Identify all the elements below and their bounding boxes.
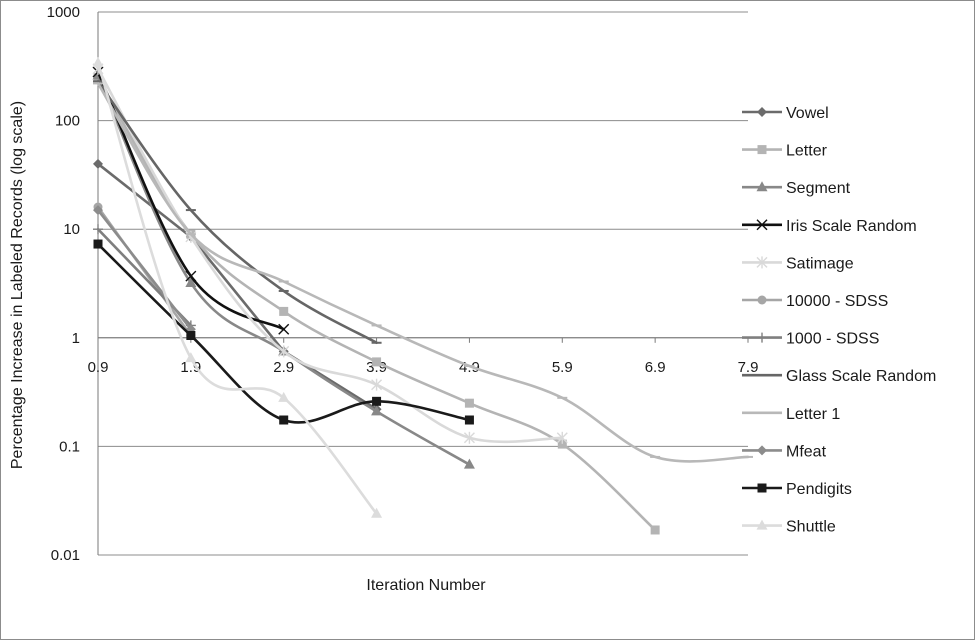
legend-item: Glass Scale Random — [742, 368, 936, 385]
series-letter — [93, 72, 660, 535]
data-point — [463, 431, 475, 444]
data-point — [371, 405, 383, 416]
data-point — [185, 270, 197, 282]
marker-stroke — [756, 219, 768, 231]
legend-marker — [757, 332, 767, 343]
data-point — [93, 205, 103, 216]
legend-label: Vowel — [786, 105, 829, 122]
data-point — [464, 398, 474, 408]
legend-item: Letter 1 — [742, 406, 840, 423]
legend-label: Glass Scale Random — [786, 368, 936, 385]
y-tick-label: 10 — [63, 221, 80, 238]
data-point — [278, 323, 290, 335]
y-tick-label: 0.01 — [51, 547, 80, 564]
legend-item: Segment — [742, 180, 851, 197]
series-line — [96, 76, 657, 532]
data-point — [186, 330, 196, 340]
legend-label: Letter 1 — [786, 406, 840, 423]
x-tick-label: 7.9 — [738, 359, 759, 376]
legend-item: Pendigits — [742, 481, 852, 498]
series-letter-1 — [93, 82, 753, 463]
data-point — [556, 431, 568, 444]
legend-marker — [757, 107, 767, 117]
legend-marker — [757, 483, 767, 493]
legend-marker — [756, 219, 768, 231]
legend-item: Shuttle — [742, 519, 836, 536]
legend-item: Vowel — [742, 105, 829, 122]
y-tick-label: 100 — [55, 113, 80, 130]
marker-stroke — [185, 270, 197, 282]
data-point — [185, 352, 197, 363]
legend-label: Iris Scale Random — [786, 218, 917, 235]
x-tick-label: 1.9 — [180, 359, 201, 376]
data-point — [371, 507, 383, 518]
legend-item: Mfeat — [742, 443, 827, 460]
x-tick-label: 6.9 — [645, 359, 666, 376]
y-tick-label: 0.1 — [59, 438, 80, 455]
series-line — [96, 67, 564, 444]
series-group — [92, 56, 753, 535]
data-point — [93, 239, 103, 249]
legend-label: 1000 - SDSS — [786, 331, 879, 348]
legend-item: 1000 - SDSS — [742, 331, 879, 348]
legend: Vowel Letter Segment Iris Scale Random Satim… — [742, 105, 936, 536]
legend-item: 10000 - SDSS — [742, 293, 888, 310]
legend-item: Letter — [742, 143, 828, 160]
data-point — [372, 357, 382, 367]
series-line — [96, 80, 378, 345]
series-shuttle — [92, 56, 383, 518]
y-axis-title: Percentage Increase in Labeled Records (… — [9, 101, 26, 469]
x-tick-label: 0.9 — [88, 359, 109, 376]
series-pendigits — [93, 239, 474, 425]
marker-stroke — [278, 323, 290, 335]
legend-label: Shuttle — [786, 519, 836, 536]
x-tick-label: 2.9 — [273, 359, 294, 376]
legend-label: Segment — [786, 180, 851, 197]
y-tick-label: 1 — [72, 330, 80, 347]
series-line — [96, 162, 378, 411]
data-point — [279, 415, 289, 425]
y-tick-label: 1000 — [47, 4, 80, 21]
legend-label: Mfeat — [786, 443, 827, 460]
legend-label: Pendigits — [786, 481, 852, 498]
data-point — [93, 158, 103, 169]
legend-label: Letter — [786, 143, 828, 160]
series-line — [96, 208, 193, 331]
data-point — [371, 378, 383, 391]
series-line — [96, 74, 471, 466]
legend-marker — [757, 145, 767, 155]
legend-marker — [756, 181, 768, 192]
series-line — [96, 61, 378, 516]
data-point — [372, 396, 382, 406]
data-point — [278, 391, 290, 402]
legend-marker — [756, 256, 768, 269]
data-point — [278, 345, 290, 358]
series-satimage — [92, 62, 568, 444]
legend-label: Satimage — [786, 255, 854, 272]
data-point — [464, 415, 474, 425]
data-point — [93, 224, 103, 235]
data-point — [463, 458, 475, 469]
data-point — [650, 525, 660, 535]
data-point — [279, 306, 289, 316]
series-glass-scale-random — [93, 80, 382, 345]
legend-marker — [756, 519, 768, 530]
data-point — [185, 276, 197, 287]
x-tick-label: 5.9 — [552, 359, 573, 376]
legend-label: 10000 - SDSS — [786, 293, 888, 310]
series-line — [96, 70, 286, 331]
data-point — [557, 439, 567, 449]
legend-item: Satimage — [742, 255, 854, 272]
legend-marker — [757, 445, 767, 456]
x-axis-title: Iteration Number — [366, 577, 486, 594]
legend-marker — [757, 295, 767, 305]
data-point — [92, 56, 104, 67]
legend-item: Iris Scale Random — [742, 218, 917, 235]
